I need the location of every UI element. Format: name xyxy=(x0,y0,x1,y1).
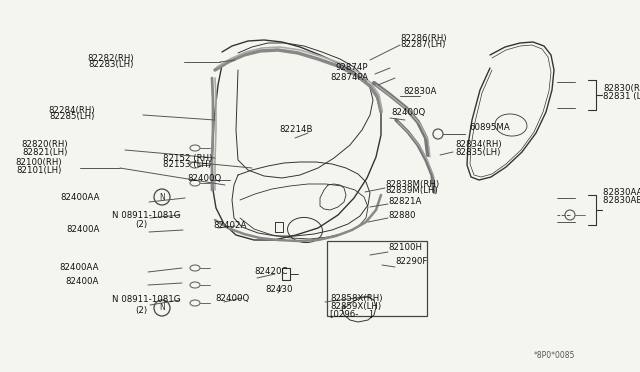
Text: 82859X(LH): 82859X(LH) xyxy=(330,301,381,311)
Text: 82290F: 82290F xyxy=(395,257,428,266)
Text: 82283(LH): 82283(LH) xyxy=(88,61,134,70)
Text: 82400A: 82400A xyxy=(67,225,100,234)
Text: 82830AB (LH): 82830AB (LH) xyxy=(603,196,640,205)
Text: 82430: 82430 xyxy=(265,285,292,295)
Text: 82152 (RH): 82152 (RH) xyxy=(163,154,212,163)
Text: 82286(RH): 82286(RH) xyxy=(400,33,447,42)
Text: N 08911-1081G: N 08911-1081G xyxy=(112,211,180,219)
Text: 82400AA: 82400AA xyxy=(61,193,100,202)
Text: 92874P: 92874P xyxy=(335,64,368,73)
Text: 82282(RH): 82282(RH) xyxy=(88,54,134,62)
Text: 82400Q: 82400Q xyxy=(391,108,425,116)
Text: 82420C: 82420C xyxy=(254,267,287,276)
Text: 82285(LH): 82285(LH) xyxy=(50,112,95,122)
Text: 82831 (LH): 82831 (LH) xyxy=(603,92,640,100)
Text: N: N xyxy=(159,192,165,202)
Text: 82858X(RH): 82858X(RH) xyxy=(330,294,383,302)
Text: 82400Q: 82400Q xyxy=(215,294,249,302)
Text: 82153 (LH): 82153 (LH) xyxy=(163,160,211,170)
Text: 82821A: 82821A xyxy=(388,198,421,206)
Text: 82400AA: 82400AA xyxy=(60,263,99,273)
Text: 82830A: 82830A xyxy=(403,87,436,96)
Text: 82880: 82880 xyxy=(388,212,415,221)
Text: 82830(RH): 82830(RH) xyxy=(603,83,640,93)
Text: N: N xyxy=(159,304,165,312)
Text: 82100H: 82100H xyxy=(388,244,422,253)
Text: 82287(LH): 82287(LH) xyxy=(400,41,445,49)
Text: 82839M(LH): 82839M(LH) xyxy=(385,186,438,196)
Text: (2): (2) xyxy=(135,305,147,314)
Text: N 08911-1081G: N 08911-1081G xyxy=(112,295,180,305)
Text: 82838M(RH): 82838M(RH) xyxy=(385,180,439,189)
Text: 82830AA (RH): 82830AA (RH) xyxy=(603,187,640,196)
Text: 60895MA: 60895MA xyxy=(469,124,509,132)
Text: 82834(RH): 82834(RH) xyxy=(455,141,502,150)
Text: 82101(LH): 82101(LH) xyxy=(17,166,62,174)
Text: 82214B: 82214B xyxy=(279,125,312,135)
Text: *8P0*0085: *8P0*0085 xyxy=(534,350,575,359)
Text: 82400A: 82400A xyxy=(66,278,99,286)
Text: 82835(LH): 82835(LH) xyxy=(455,148,500,157)
Text: 82874PA: 82874PA xyxy=(330,74,368,83)
Text: 82820(RH): 82820(RH) xyxy=(21,141,68,150)
Text: 82402A: 82402A xyxy=(213,221,246,231)
Text: (2): (2) xyxy=(135,221,147,230)
Text: 82821(LH): 82821(LH) xyxy=(22,148,68,157)
Text: [0296-    ]: [0296- ] xyxy=(330,310,372,318)
Text: 82100(RH): 82100(RH) xyxy=(15,158,62,167)
Text: 82400Q: 82400Q xyxy=(187,173,221,183)
Text: 82284(RH): 82284(RH) xyxy=(49,106,95,115)
